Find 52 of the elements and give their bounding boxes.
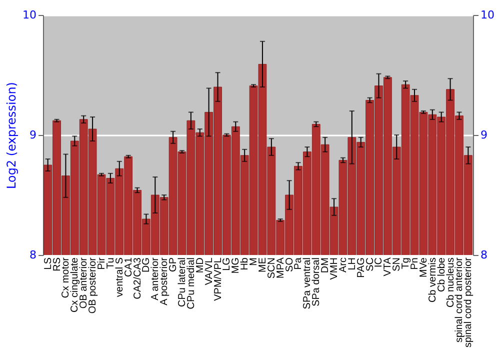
- y-tick-label: 9: [30, 128, 36, 142]
- x-tick-label: M: [248, 258, 260, 266]
- x-tick-label: DG: [141, 257, 152, 272]
- y2-tick-label: 9: [480, 128, 488, 142]
- x-tick-label: MD: [194, 258, 206, 274]
- x-tick-label: LH: [346, 258, 358, 270]
- x-tick-label: VTA: [382, 257, 394, 276]
- x-tick-label: A anterior: [150, 256, 162, 300]
- x-tick-label: DM: [320, 258, 332, 274]
- x-tick-label: Pa: [293, 257, 304, 270]
- y2-tick-label: 10: [480, 8, 494, 22]
- x-tick-label: CA2/CA3: [132, 257, 144, 300]
- x-tick-label: Cb lobe: [436, 257, 448, 292]
- y-tick-label: 8: [30, 248, 36, 262]
- x-tick-label: Pir: [96, 256, 108, 270]
- x-tick-label: SN: [392, 258, 403, 272]
- x-tick-label: PAG: [356, 257, 367, 278]
- x-tick-label: Hb: [240, 257, 251, 270]
- x-tick-label: Tu: [105, 258, 116, 269]
- x-tick-label: Tg: [400, 258, 412, 270]
- x-tick-label: spinal cord anterior: [454, 256, 466, 343]
- x-tick-label: CA1: [123, 257, 134, 277]
- x-tick-label: spinal cord posterior: [463, 256, 474, 348]
- x-tick-label: Cb vermis: [427, 258, 438, 303]
- x-tick-label: Cx cingulate: [70, 257, 81, 313]
- y2-tick-label: 8: [480, 248, 488, 262]
- x-tick-label: Arc: [338, 258, 349, 272]
- x-tick-label: VMH: [329, 258, 340, 280]
- x-tick-label: SPa dorsal: [311, 258, 322, 306]
- x-tick-label: OB posterior: [88, 256, 99, 314]
- x-tick-label: GP: [168, 257, 180, 272]
- x-tick-label: ventral S: [114, 257, 126, 297]
- x-tick-label: IC: [374, 258, 385, 268]
- x-tick-label: ME: [257, 257, 268, 272]
- x-tick-label: CPu lateral: [176, 258, 188, 307]
- x-tick-label: Cb nucleus: [445, 258, 456, 308]
- x-tick-label: RS: [52, 257, 63, 272]
- x-tick-label: SC: [364, 258, 376, 272]
- x-tick-label: A posterior: [159, 256, 170, 306]
- x-tick-label: Pn: [410, 258, 421, 270]
- x-tick-label: VPM/VPL: [212, 257, 224, 301]
- x-tick-label: MVe: [418, 257, 430, 278]
- y-tick-label: 10: [22, 8, 36, 22]
- x-tick-label: SCN: [266, 258, 278, 279]
- y-axis-title: Log2 (expression): [4, 82, 19, 189]
- x-tick-label: SO: [284, 257, 296, 272]
- x-tick-label: VA/VL: [204, 257, 215, 286]
- x-tick-label: CPu medial: [186, 258, 197, 310]
- x-tick-label: MPA: [275, 257, 286, 278]
- x-tick-label: LG: [222, 257, 233, 271]
- x-tick-label: LS: [42, 257, 54, 270]
- x-tick-label: OB anterior: [78, 256, 90, 309]
